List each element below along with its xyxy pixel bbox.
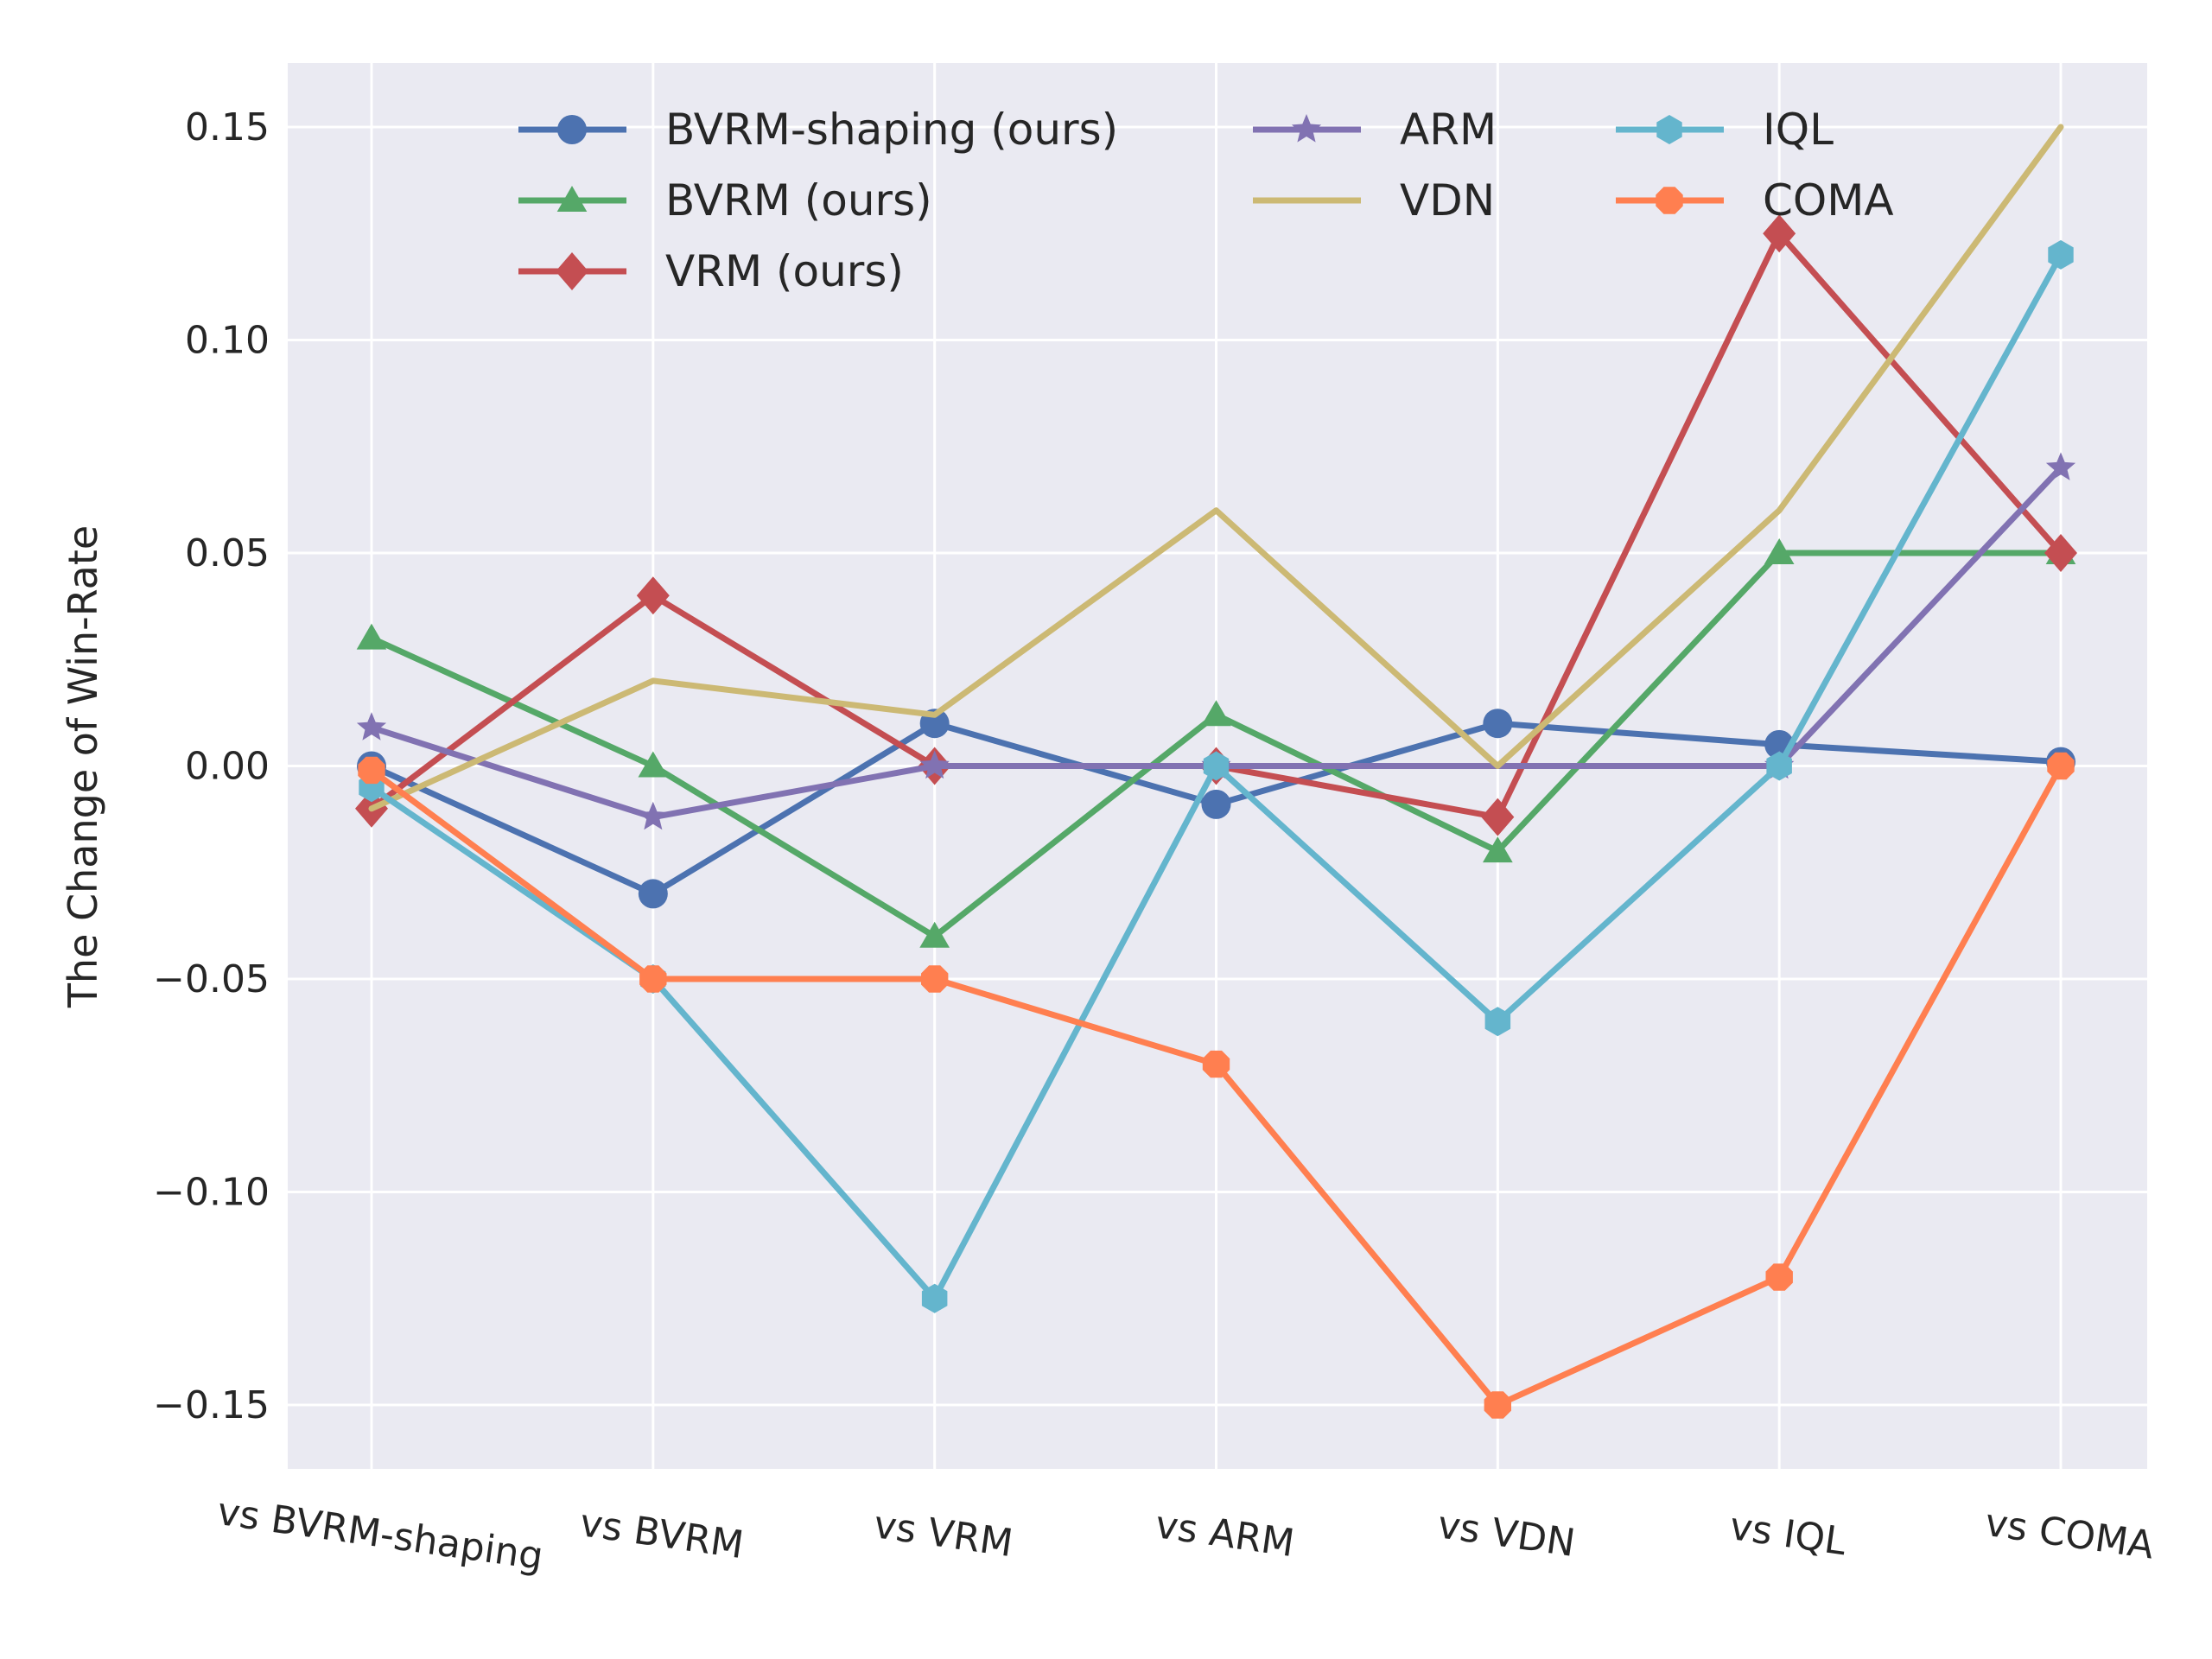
x-tick-label: vs COMA <box>1982 1501 2157 1568</box>
data-point <box>1764 538 1795 564</box>
legend: BVRM-shaping (ours) BVRM (ours) VRM (ours)… <box>518 105 1894 296</box>
legend-entry: VRM (ours) <box>518 246 904 296</box>
y-tick-label: 0.10 <box>185 318 270 362</box>
legend-entry: BVRM-shaping (ours) <box>518 105 1118 155</box>
data-point <box>919 921 950 948</box>
legend-label: COMA <box>1763 175 1894 226</box>
data-point <box>636 576 670 615</box>
data-point <box>1484 1007 1511 1037</box>
x-tick-label: vs VDN <box>1435 1503 1578 1566</box>
data-point <box>1483 709 1513 739</box>
data-point <box>1201 789 1231 819</box>
legend-entry: IQL <box>1616 105 1834 155</box>
legend-label: IQL <box>1763 105 1834 155</box>
series-line <box>368 124 2064 812</box>
data-point <box>919 750 950 779</box>
data-point <box>2048 239 2074 270</box>
data-point <box>1763 214 1796 253</box>
legend-marker <box>1291 114 1322 143</box>
series-line <box>368 464 2064 821</box>
legend-entry: ARM <box>1253 105 1497 155</box>
data-point <box>1481 798 1515 836</box>
legend-entry: BVRM (ours) <box>518 175 932 226</box>
x-axis-tick-labels: vs BVRM-shaping vs BVRM vs VRM vs ARM vs VDN… <box>214 1490 2157 1579</box>
x-tick-label: vs BVRM <box>577 1501 747 1567</box>
legend-label: VDN <box>1400 175 1495 226</box>
data-point <box>358 756 385 785</box>
legend-entry: COMA <box>1616 175 1894 226</box>
x-tick-label: vs VRM <box>871 1503 1015 1566</box>
data-point <box>2044 533 2077 572</box>
data-point <box>2045 452 2076 480</box>
data-point <box>1766 751 1792 781</box>
series-coma <box>358 752 2075 1419</box>
y-tick-label: −0.15 <box>153 1383 270 1427</box>
y-axis-tick-labels: 0.15 0.10 0.05 0.00 −0.05 −0.10 −0.15 <box>153 105 270 1427</box>
legend-label: BVRM-shaping (ours) <box>665 105 1118 155</box>
y-tick-label: 0.00 <box>185 745 270 789</box>
legend-marker <box>1656 187 1683 214</box>
data-point <box>1765 1263 1793 1291</box>
data-point <box>356 712 387 741</box>
y-tick-label: −0.10 <box>153 1171 270 1215</box>
data-point <box>638 879 668 909</box>
series-vdn <box>368 124 2064 812</box>
data-point <box>638 801 668 830</box>
data-point <box>1203 751 1230 781</box>
x-tick-label: vs BVRM-shaping <box>214 1490 545 1579</box>
y-axis-label: The Change of Win-Rate <box>60 525 106 1008</box>
data-point <box>921 965 949 993</box>
legend-entry: VDN <box>1253 175 1495 226</box>
y-tick-label: 0.15 <box>185 105 270 149</box>
data-point <box>1202 1050 1230 1078</box>
legend-label: BVRM (ours) <box>665 175 932 226</box>
data-point <box>921 1283 948 1313</box>
data-point <box>2047 752 2075 780</box>
data-point <box>639 965 667 993</box>
legend-marker <box>556 252 588 290</box>
data-point <box>1483 836 1513 863</box>
data-point <box>1201 700 1231 727</box>
x-tick-label: vs IQL <box>1727 1504 1849 1564</box>
data-point <box>638 751 669 778</box>
data-point <box>356 623 387 650</box>
legend-marker <box>1656 115 1682 144</box>
legend-marker <box>556 186 588 212</box>
x-tick-label: vs ARM <box>1153 1503 1297 1566</box>
y-tick-label: 0.05 <box>185 531 270 575</box>
y-tick-label: −0.05 <box>153 957 270 1001</box>
data-point <box>1484 1391 1511 1419</box>
series-layer <box>355 124 2077 1419</box>
legend-label: ARM <box>1400 105 1497 155</box>
legend-label: VRM (ours) <box>665 246 904 296</box>
legend-marker <box>557 115 587 144</box>
